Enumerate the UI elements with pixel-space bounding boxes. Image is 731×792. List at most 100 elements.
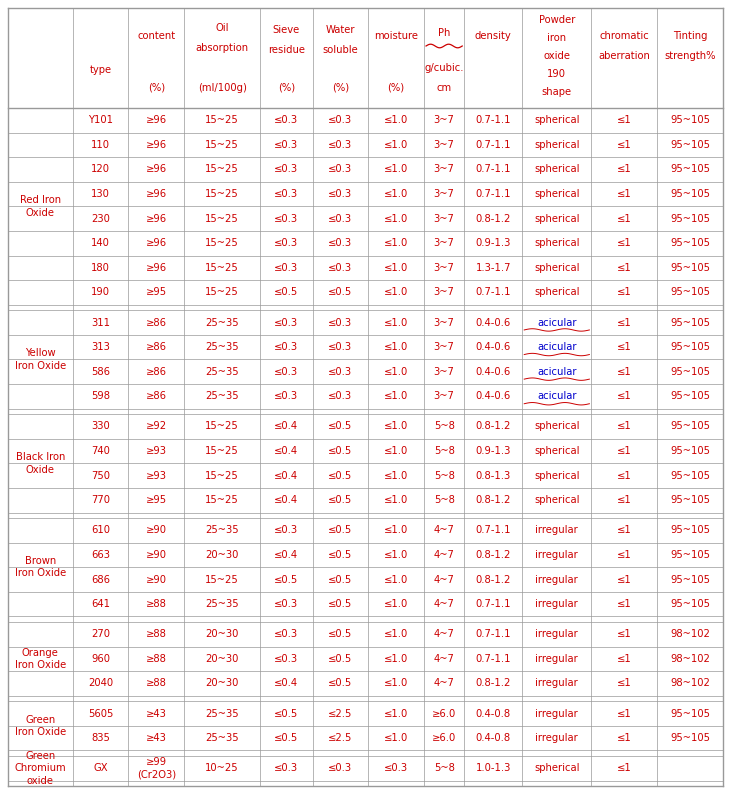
Text: ≥93: ≥93	[146, 470, 167, 481]
Text: 190: 190	[91, 287, 110, 298]
Text: 750: 750	[91, 470, 110, 481]
Text: ≤1: ≤1	[617, 189, 632, 199]
Text: 3~7: 3~7	[433, 214, 455, 223]
Text: ≤2.5: ≤2.5	[328, 709, 352, 718]
Text: ≤1: ≤1	[617, 733, 632, 743]
Text: ≤0.3: ≤0.3	[274, 654, 298, 664]
Text: (%): (%)	[148, 83, 165, 93]
Text: ≤0.5: ≤0.5	[328, 574, 352, 584]
Text: ≤0.3: ≤0.3	[274, 367, 298, 377]
Text: ≤1.0: ≤1.0	[384, 421, 409, 432]
Text: 0.8-1.2: 0.8-1.2	[476, 574, 511, 584]
Text: 641: 641	[91, 599, 110, 609]
Text: spherical: spherical	[534, 763, 580, 773]
Text: 3~7: 3~7	[433, 140, 455, 150]
Text: 835: 835	[91, 733, 110, 743]
Text: ≥86: ≥86	[146, 367, 167, 377]
Text: ≤0.5: ≤0.5	[328, 679, 352, 688]
Text: density: density	[475, 31, 512, 41]
Text: spherical: spherical	[534, 214, 580, 223]
Text: strength%: strength%	[664, 51, 716, 61]
Text: ≤0.3: ≤0.3	[274, 238, 298, 248]
Text: ≤1: ≤1	[617, 238, 632, 248]
Text: 95~105: 95~105	[670, 367, 710, 377]
Text: ≤0.5: ≤0.5	[328, 525, 352, 535]
Text: acicular: acicular	[537, 367, 577, 377]
Text: 15~25: 15~25	[205, 495, 239, 505]
Text: ≥88: ≥88	[146, 629, 167, 639]
Text: 20~30: 20~30	[205, 654, 239, 664]
Text: ≤0.3: ≤0.3	[328, 391, 352, 402]
Text: ≤0.3: ≤0.3	[328, 165, 352, 174]
Text: spherical: spherical	[534, 446, 580, 456]
Text: 95~105: 95~105	[670, 421, 710, 432]
Text: 15~25: 15~25	[205, 116, 239, 125]
Text: ≥96: ≥96	[145, 116, 167, 125]
Text: 95~105: 95~105	[670, 238, 710, 248]
Text: 4~7: 4~7	[433, 679, 455, 688]
Text: 313: 313	[91, 342, 110, 352]
Text: shape: shape	[542, 87, 572, 97]
Text: 95~105: 95~105	[670, 263, 710, 273]
Text: 3~7: 3~7	[433, 342, 455, 352]
Text: 25~35: 25~35	[205, 367, 239, 377]
Text: ≥43: ≥43	[146, 709, 167, 718]
Text: spherical: spherical	[534, 495, 580, 505]
Text: ≥96: ≥96	[145, 189, 167, 199]
Text: ≥93: ≥93	[146, 446, 167, 456]
Text: ≤0.3: ≤0.3	[328, 238, 352, 248]
Text: ≤1: ≤1	[617, 574, 632, 584]
Text: ≤0.3: ≤0.3	[328, 140, 352, 150]
Text: ≤0.3: ≤0.3	[328, 189, 352, 199]
Text: 95~105: 95~105	[670, 342, 710, 352]
Text: 95~105: 95~105	[670, 733, 710, 743]
Text: ≤0.3: ≤0.3	[274, 116, 298, 125]
Text: 95~105: 95~105	[670, 446, 710, 456]
Text: ≤1.0: ≤1.0	[384, 165, 409, 174]
Text: moisture: moisture	[374, 31, 418, 41]
Text: 25~35: 25~35	[205, 318, 239, 328]
Text: ≤0.3: ≤0.3	[274, 189, 298, 199]
Text: Sieve: Sieve	[273, 25, 300, 35]
Text: 95~105: 95~105	[670, 189, 710, 199]
Text: ≤0.4: ≤0.4	[274, 679, 298, 688]
Text: ≤1: ≤1	[617, 470, 632, 481]
Text: ≤0.3: ≤0.3	[274, 391, 298, 402]
Text: 4~7: 4~7	[433, 574, 455, 584]
Text: ≥95: ≥95	[145, 495, 167, 505]
Text: 311: 311	[91, 318, 110, 328]
Text: ≤0.3: ≤0.3	[274, 629, 298, 639]
Text: 95~105: 95~105	[670, 318, 710, 328]
Text: acicular: acicular	[537, 391, 577, 402]
Text: Y101: Y101	[88, 116, 113, 125]
Text: ≤0.3: ≤0.3	[274, 763, 298, 773]
Text: ≤1.0: ≤1.0	[384, 654, 409, 664]
Text: 663: 663	[91, 550, 110, 560]
Text: ≥88: ≥88	[146, 679, 167, 688]
Text: 95~105: 95~105	[670, 214, 710, 223]
Text: ≤1.0: ≤1.0	[384, 189, 409, 199]
Text: ≤1: ≤1	[617, 367, 632, 377]
Text: 1.3-1.7: 1.3-1.7	[475, 263, 511, 273]
Text: ≤1.0: ≤1.0	[384, 342, 409, 352]
Text: ≤1.0: ≤1.0	[384, 550, 409, 560]
Text: ≥92: ≥92	[145, 421, 167, 432]
Text: 25~35: 25~35	[205, 525, 239, 535]
Text: 598: 598	[91, 391, 110, 402]
Text: ≤0.3: ≤0.3	[274, 318, 298, 328]
Text: 230: 230	[91, 214, 110, 223]
Text: ≤1: ≤1	[617, 140, 632, 150]
Text: ≤0.3: ≤0.3	[274, 599, 298, 609]
Text: 686: 686	[91, 574, 110, 584]
Text: ≤1.0: ≤1.0	[384, 574, 409, 584]
Text: ≥95: ≥95	[145, 287, 167, 298]
Text: 3~7: 3~7	[433, 165, 455, 174]
Text: ≤1.0: ≤1.0	[384, 318, 409, 328]
Text: 0.8-1.2: 0.8-1.2	[476, 550, 511, 560]
Text: ≤0.3: ≤0.3	[384, 763, 408, 773]
Text: 110: 110	[91, 140, 110, 150]
Text: 0.8-1.3: 0.8-1.3	[476, 470, 511, 481]
Text: (%): (%)	[278, 83, 295, 93]
Text: ≤1.0: ≤1.0	[384, 446, 409, 456]
Text: 95~105: 95~105	[670, 116, 710, 125]
